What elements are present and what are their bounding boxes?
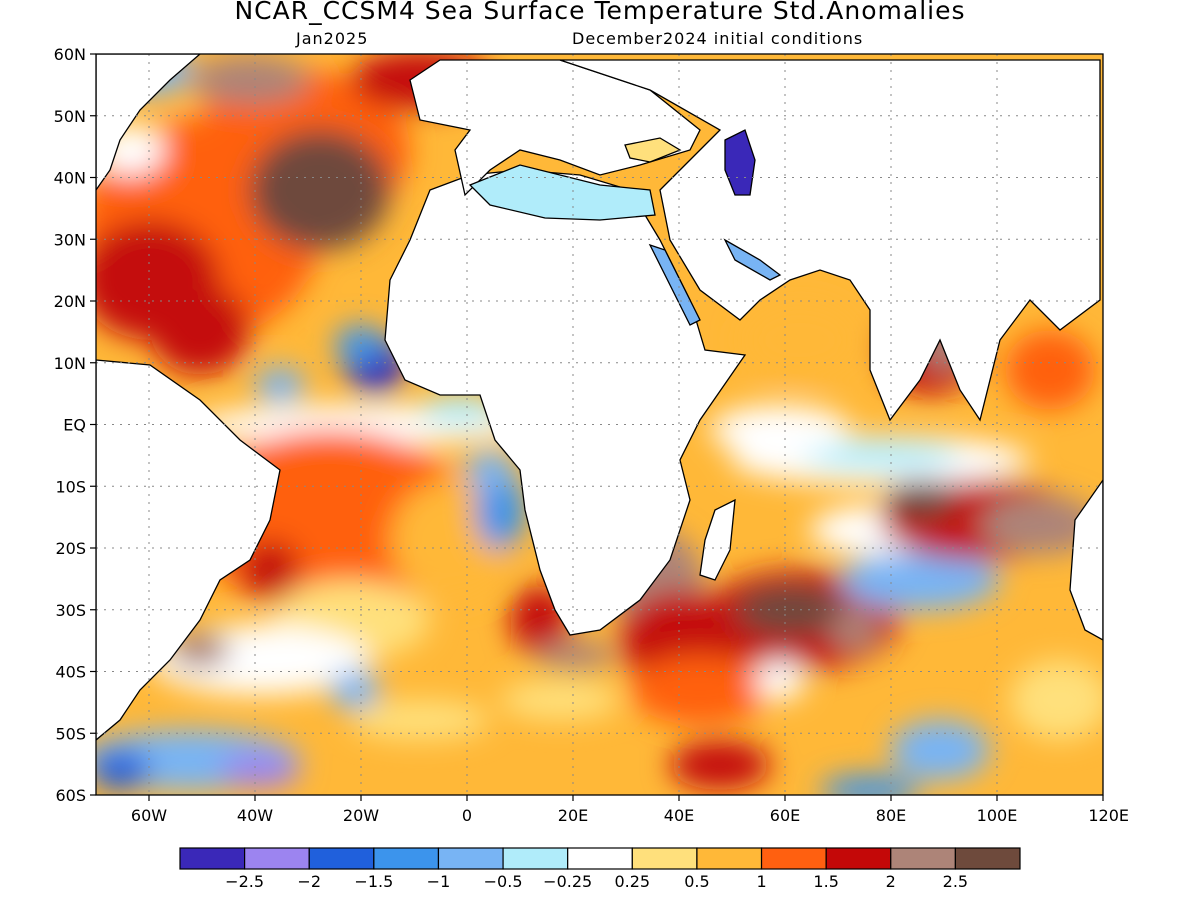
colorbar-swatch <box>696 847 763 870</box>
lat-tick-label: 30S <box>55 601 86 620</box>
colorbar-label: −1.5 <box>354 872 393 891</box>
lat-tick-label: 40N <box>54 169 86 188</box>
colorbar-swatch <box>760 847 827 870</box>
map-grid <box>96 54 1103 795</box>
australia-landmass <box>1069 478 1103 641</box>
red-sea <box>648 243 701 326</box>
colorbar-swatch <box>631 847 698 870</box>
colorbar-label: 1 <box>756 872 766 891</box>
map-title: NCAR_CCSM4 Sea Surface Temperature Std.A… <box>234 0 966 25</box>
colorbar-swatch <box>308 847 375 870</box>
colorbar-label: −2 <box>297 872 321 891</box>
colorbar-label: −1 <box>427 872 451 891</box>
colorbar-label: 2 <box>886 872 896 891</box>
colorbar-swatch <box>567 847 633 870</box>
initial-conditions-label: December2024 initial conditions <box>572 29 864 48</box>
colorbar: −2.5 −2 −1.5 −1 −0.5 −0.25 0.25 0.5 1 1.5 2 2.5 <box>179 847 1021 891</box>
lon-tick-label: 60E <box>770 806 800 825</box>
caspian-sea <box>724 129 756 196</box>
lat-tick-label: 20S <box>55 539 86 558</box>
colorbar-swatch <box>437 847 504 870</box>
lon-tick-label: 40W <box>237 806 273 825</box>
lat-tick-label: 60S <box>55 786 86 805</box>
black-sea <box>624 137 682 163</box>
lon-tick-label: 60W <box>131 806 167 825</box>
colorbar-label: 2.5 <box>943 872 968 891</box>
anomaly-field <box>96 54 1103 795</box>
lat-tick-label: 20N <box>54 292 86 311</box>
lon-tick-label: 80E <box>876 806 906 825</box>
colorbar-swatch <box>244 847 310 870</box>
lon-tick-label: 120E <box>1088 806 1129 825</box>
land-masses <box>96 54 1103 741</box>
madagascar <box>699 498 736 581</box>
colorbar-swatch <box>825 847 892 870</box>
colorbar-label: 0.25 <box>614 872 650 891</box>
colorbar-swatch <box>502 847 569 870</box>
map-axes: 60N 50N 40N 30N 20N 10N EQ 10S 20S 30S 40S 50S 60S 60… <box>54 45 1129 825</box>
lon-tick-label: 0 <box>462 806 472 825</box>
europe-landmass <box>409 59 701 197</box>
colorbar-swatch <box>179 847 246 870</box>
colorbar-label: 1.5 <box>813 872 838 891</box>
lat-tick-label: 30N <box>54 230 86 249</box>
lon-tick-label: 100E <box>977 806 1018 825</box>
lat-tick-label: 60N <box>54 45 86 64</box>
colorbar-swatch <box>373 847 440 870</box>
colorbar-label: 0.5 <box>684 872 709 891</box>
lat-tick-label: 40S <box>55 663 86 682</box>
lon-tick-label: 20W <box>343 806 379 825</box>
colorbar-swatch <box>890 847 956 870</box>
lat-tick-label: 50S <box>55 724 86 743</box>
lon-tick-label: 20E <box>558 806 588 825</box>
forecast-month: Jan2025 <box>296 29 369 48</box>
north-america-landmass <box>96 54 201 192</box>
lat-tick-label: 10N <box>54 354 86 373</box>
lat-tick-label: EQ <box>63 416 86 435</box>
asia-landmass <box>559 59 1101 422</box>
colorbar-label: −0.5 <box>484 872 523 891</box>
colorbar-label: −2.5 <box>225 872 264 891</box>
lat-tick-label: 50N <box>54 107 86 126</box>
south-america-landmass <box>96 359 281 741</box>
lon-tick-label: 40E <box>664 806 694 825</box>
persian-gulf <box>723 238 782 281</box>
mediterranean-sea <box>468 164 656 221</box>
colorbar-swatch <box>954 847 1021 870</box>
lat-tick-label: 10S <box>55 477 86 496</box>
colorbar-label: −0.25 <box>543 872 592 891</box>
